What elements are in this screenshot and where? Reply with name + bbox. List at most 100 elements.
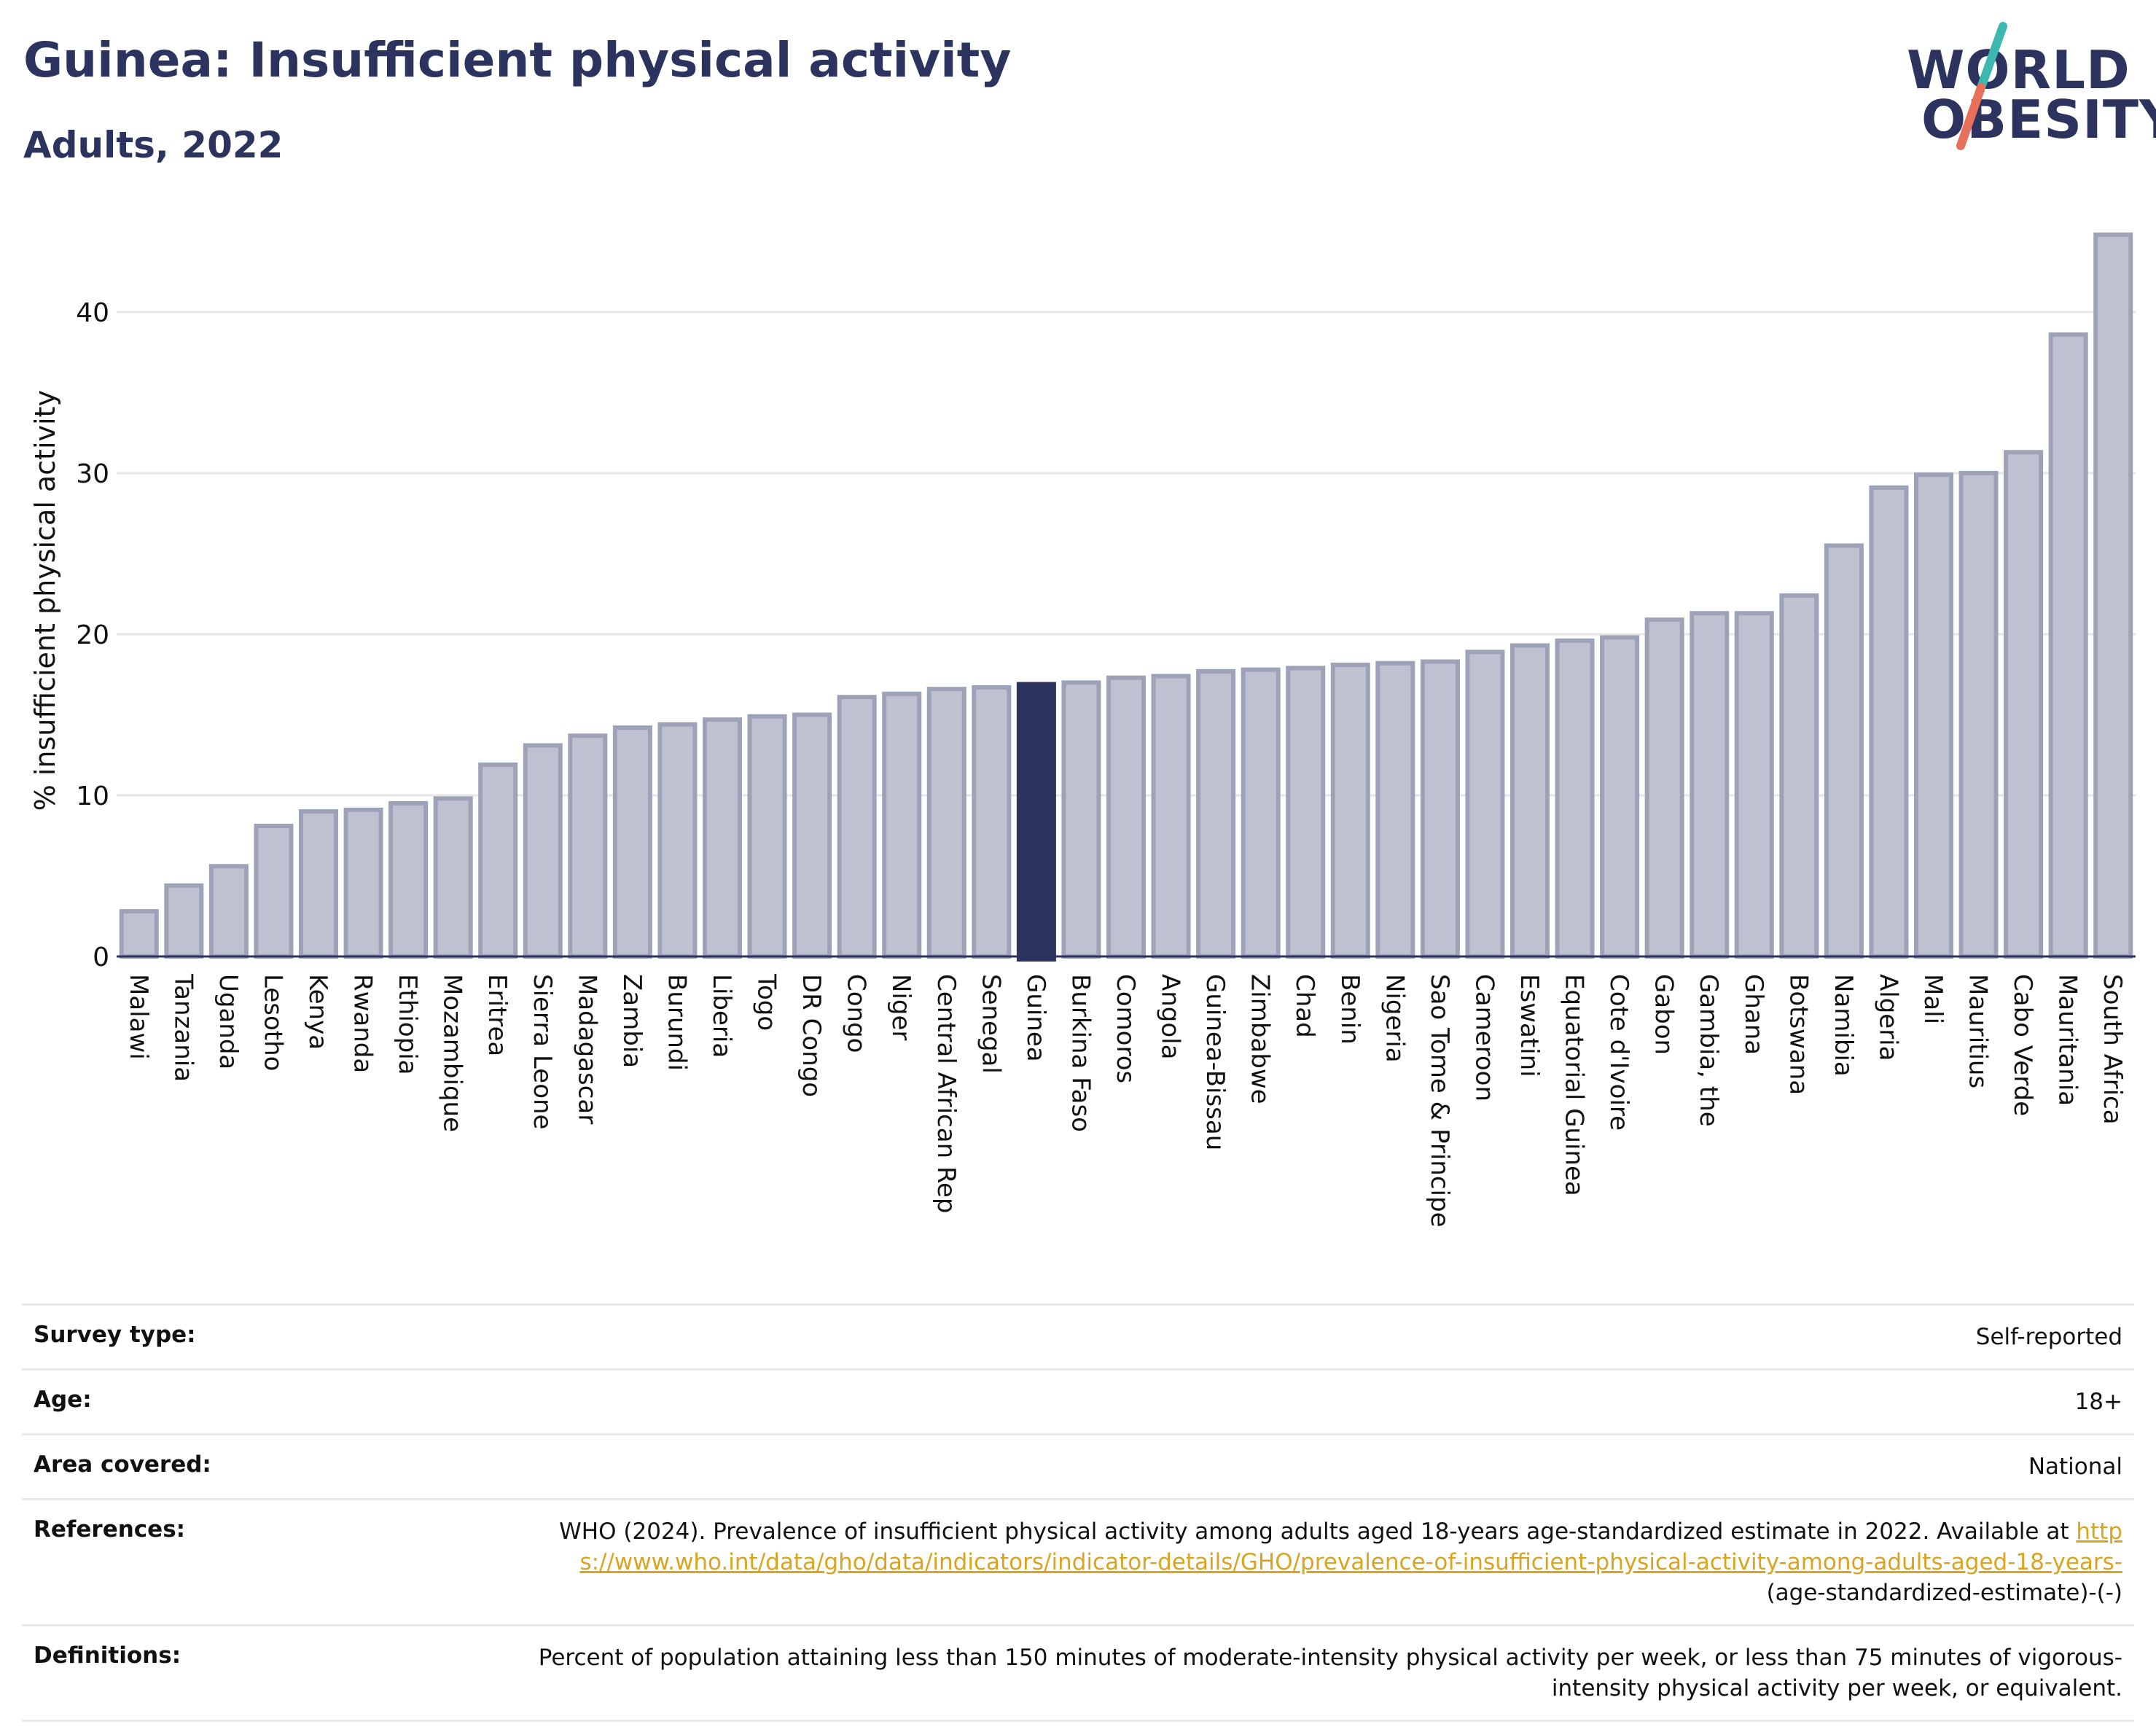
references-text: WHO (2024). Prevalence of insufficient p… [559,1518,2069,1545]
x-tick-label: Zambia [617,974,647,1068]
x-tick-label: Sierra Leone [528,974,557,1129]
x-tick-label: Madagascar [572,974,601,1124]
bar-kenya [298,809,339,959]
page-subtitle: Adults, 2022 [23,124,284,166]
age-label: Age: [34,1387,92,1413]
definitions-label: Definitions: [34,1642,181,1669]
bar-malawi [119,909,159,959]
bar-sierra-leone [523,743,563,959]
bar-comoros [1106,675,1147,959]
info-row-references: References: WHO (2024). Prevalence of in… [22,1498,2134,1624]
bar-uganda [208,864,249,959]
x-tick-label: Niger [886,974,915,1040]
info-row-area: Area covered: National [22,1433,2134,1498]
x-tick-label: Cameroon [1469,974,1499,1102]
bar-togo [747,714,787,959]
bar-namibia [1824,543,1864,959]
x-tick-label: Namibia [1829,974,1858,1077]
info-row-age: Age: 18+ [22,1368,2134,1433]
bar-zimbabwe [1241,667,1281,959]
bar-gambia-the [1690,611,1730,959]
x-tick-label: Nigeria [1380,974,1409,1063]
x-tick-label: South Africa [2098,974,2127,1125]
bar-nigeria [1375,660,1415,959]
x-tick-label: Benin [1335,974,1364,1045]
world-obesity-logo: WORLD OBESITY [1895,22,2156,153]
y-tick-label: 0 [93,943,109,972]
info-row-survey-type: Survey type: Self-reported [22,1303,2134,1368]
bar-guinea-bissau [1196,668,1236,959]
x-tick-label: Chad [1290,974,1319,1038]
bars [119,232,2133,962]
y-tick-label: 20 [76,620,109,650]
references-label: References: [34,1516,186,1543]
x-tick-label: Ghana [1739,974,1768,1055]
bar-central-african-rep [926,687,966,959]
x-tick-label: Senegal [976,974,1005,1074]
y-axis-label: % insufficient physical activity [29,390,61,811]
bar-liberia [702,717,743,959]
x-tick-label: Cabo Verde [2008,974,2037,1116]
x-tick-label: Botswana [1784,974,1813,1095]
area-value: National [2028,1454,2122,1480]
logo-slash-icon [1956,22,2007,150]
references-suffix: (age-standardized-estimate)-(-) [1766,1580,2122,1606]
bar-chart: 0 10 20 30 40 Malawi Tanzania Uganda Lesotho Ken… [29,232,2136,1228]
bar-chad [1286,666,1326,959]
bar-burkina-faso [1061,680,1101,959]
x-tick-label: Tanzania [168,973,198,1082]
age-value: 18+ [2074,1389,2122,1415]
x-tick-label: Ethiopia [393,974,422,1075]
x-tick-label: Zimbabwe [1246,974,1275,1104]
bar-guinea [1016,682,1056,962]
x-tick-label: DR Congo [797,974,826,1097]
info-table: Survey type: Self-reported Age: 18+ Area… [22,1303,2134,1722]
bar-equatorial-guinea [1555,638,1595,959]
bar-algeria [1869,485,1909,959]
x-tick-label: Comoros [1111,974,1140,1083]
bar-benin [1330,662,1370,959]
page-title: Guinea: Insufficient physical activity [23,32,1012,88]
bar-mauritania [2048,332,2088,959]
bar-mauritius [1958,471,1999,959]
x-tick-labels: Malawi Tanzania Uganda Lesotho Kenya Rwanda Et… [124,973,2127,1228]
x-tick-label: Kenya [303,974,332,1050]
x-tick-label: Mali [1918,974,1948,1024]
x-tick-label: Malawi [124,974,153,1060]
bar-south-africa [2093,232,2133,959]
bar-zambia [612,725,652,959]
bar-congo [837,695,877,959]
y-tick-label: 30 [76,459,109,489]
x-tick-label: Guinea-Bissau [1200,974,1230,1150]
x-tick-label: Gambia, the [1694,974,1723,1127]
x-tick-label: Rwanda [348,974,378,1073]
x-tick-label: Mauritania [2053,974,2082,1106]
survey-type-label: Survey type: [34,1322,196,1348]
x-tick-label: Angola [1156,974,1185,1059]
area-label: Area covered: [34,1451,211,1478]
x-tick-label: Algeria [1873,974,1902,1061]
x-tick-label: Burundi [662,974,691,1071]
x-tick-label: Lesotho [258,974,287,1071]
x-tick-label: Eritrea [483,974,512,1056]
survey-type-value: Self-reported [1975,1324,2122,1350]
bar-ethiopia [388,801,429,959]
definitions-value: Percent of population attaining less tha… [538,1645,2122,1701]
x-tick-label: Togo [752,973,781,1031]
x-tick-label: Mozambique [438,974,467,1132]
bar-cabo-verde [2004,450,2044,959]
x-tick-label: Burkina Faso [1066,974,1095,1132]
bar-rwanda [343,807,383,959]
references-link[interactable]: https://www.who.int/data/gho/data/indica… [579,1518,2122,1575]
bar-niger [882,691,922,959]
x-tick-label: Central African Rep [931,974,961,1214]
bar-eswatini [1509,643,1550,959]
bar-mozambique [433,796,473,959]
x-tick-label: Eswatini [1515,974,1544,1077]
bar-madagascar [568,733,608,959]
x-tick-label: Liberia [707,974,736,1058]
y-tick-label: 40 [76,298,109,328]
bar-gabon [1644,617,1684,959]
x-tick-label: Sao Tome & Principe [1425,974,1454,1228]
x-tick-label: Cote d'Ivoire [1604,974,1633,1131]
